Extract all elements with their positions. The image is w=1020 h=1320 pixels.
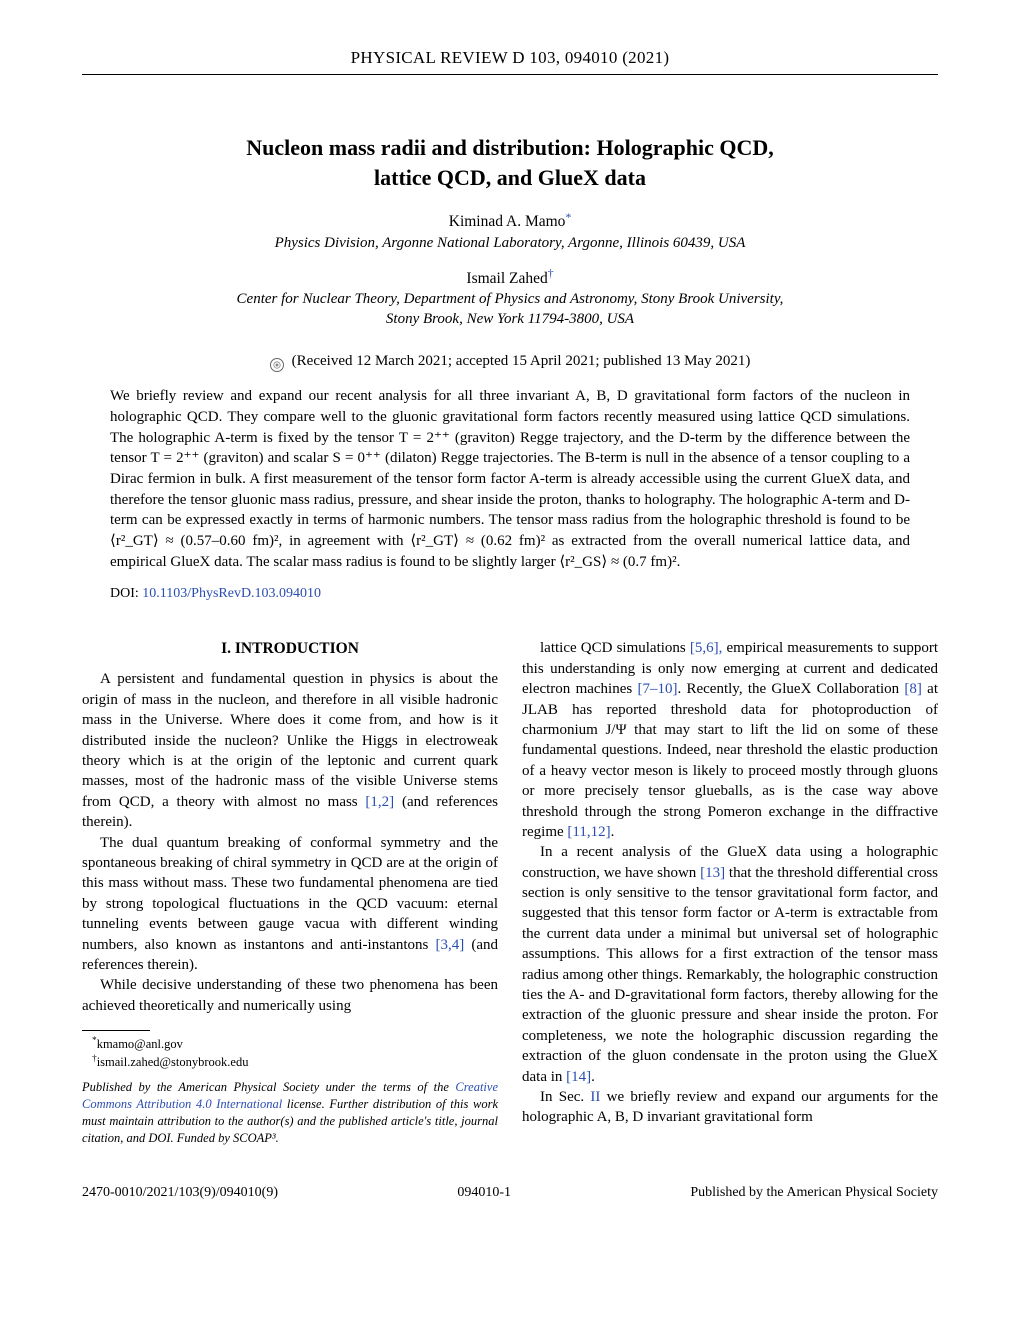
footer-right: Published by the American Physical Socie…	[690, 1185, 938, 1201]
ref-1-2[interactable]: [1,2]	[365, 794, 394, 810]
ref-3-4[interactable]: [3,4]	[435, 937, 464, 953]
paragraph-1: A persistent and fundamental question in…	[82, 669, 498, 832]
footnote-1-text: kmamo@anl.gov	[97, 1037, 183, 1051]
abstract: We briefly review and expand our recent …	[110, 386, 910, 572]
ref-7-10[interactable]: [7–10]	[637, 681, 677, 697]
footer-center: 094010-1	[457, 1185, 511, 1201]
paper-title: Nucleon mass radii and distribution: Hol…	[82, 133, 938, 192]
doi-line: DOI: 10.1103/PhysRevD.103.094010	[110, 586, 910, 602]
paragraph-6: In Sec. II we briefly review and expand …	[522, 1087, 938, 1128]
footnote-rule	[82, 1030, 150, 1031]
crossmark-icon[interactable]	[270, 358, 284, 372]
p1-text: A persistent and fundamental question in…	[82, 671, 498, 809]
ref-8[interactable]: [8]	[904, 681, 922, 697]
section-1-heading: I. INTRODUCTION	[82, 638, 498, 659]
footnote-2: †ismail.zahed@stonybrook.edu	[82, 1053, 498, 1071]
footnote-2-text: ismail.zahed@stonybrook.edu	[97, 1055, 249, 1069]
p4e: .	[611, 824, 615, 840]
author-1: Kiminad A. Mamo*	[82, 210, 938, 231]
author-2: Ismail Zahed†	[82, 267, 938, 288]
paragraph-4: lattice QCD simulations [5,6], empirical…	[522, 638, 938, 842]
paragraph-2: The dual quantum breaking of conformal s…	[82, 833, 498, 976]
affil-2-line-2: Stony Brook, New York 11794-3800, USA	[386, 311, 634, 327]
p4c: . Recently, the GlueX Collaboration	[677, 681, 904, 697]
affil-2-line-1: Center for Nuclear Theory, Department of…	[237, 291, 784, 307]
footnote-1: *kmamo@anl.gov	[82, 1035, 498, 1053]
author-2-marker[interactable]: †	[548, 270, 554, 287]
p6a: In Sec.	[540, 1089, 590, 1105]
author-1-name: Kiminad A. Mamo	[449, 214, 566, 231]
footer-left: 2470-0010/2021/103(9)/094010(9)	[82, 1185, 278, 1201]
affiliation-1: Physics Division, Argonne National Labor…	[82, 234, 938, 254]
title-line-2: lattice QCD, and GlueX data	[374, 165, 646, 190]
author-2-name: Ismail Zahed	[466, 270, 547, 287]
paragraph-3: While decisive understanding of these tw…	[82, 975, 498, 1016]
p2-text: The dual quantum breaking of conformal s…	[82, 835, 498, 953]
ref-11-12[interactable]: [11,12]	[567, 824, 610, 840]
p5c: .	[591, 1069, 595, 1085]
ref-14[interactable]: [14]	[566, 1069, 591, 1085]
publisher-note: Published by the American Physical Socie…	[82, 1079, 498, 1147]
received-line: (Received 12 March 2021; accepted 15 Apr…	[82, 343, 938, 386]
doi-link[interactable]: 10.1103/PhysRevD.103.094010	[142, 586, 321, 601]
section-2-link[interactable]: II	[590, 1089, 600, 1105]
doi-label: DOI:	[110, 586, 139, 601]
journal-header: PHYSICAL REVIEW D 103, 094010 (2021)	[82, 48, 938, 75]
page-footer: 2470-0010/2021/103(9)/094010(9) 094010-1…	[82, 1185, 938, 1201]
received-text: (Received 12 March 2021; accepted 15 Apr…	[292, 353, 751, 370]
title-line-1: Nucleon mass radii and distribution: Hol…	[246, 135, 773, 160]
ref-5-6[interactable]: [5,6],	[690, 640, 723, 656]
p4a: lattice QCD simulations	[540, 640, 690, 656]
ref-13[interactable]: [13]	[700, 865, 725, 881]
p5b: that the threshold differential cross se…	[522, 865, 938, 1085]
paragraph-5: In a recent analysis of the GlueX data u…	[522, 842, 938, 1087]
affiliation-2: Center for Nuclear Theory, Department of…	[82, 290, 938, 329]
p4d: at JLAB has reported threshold data for …	[522, 681, 938, 840]
body-columns: I. INTRODUCTION A persistent and fundame…	[82, 638, 938, 1146]
author-1-marker[interactable]: *	[565, 214, 571, 231]
pubnote-a: Published by the American Physical Socie…	[82, 1080, 455, 1094]
